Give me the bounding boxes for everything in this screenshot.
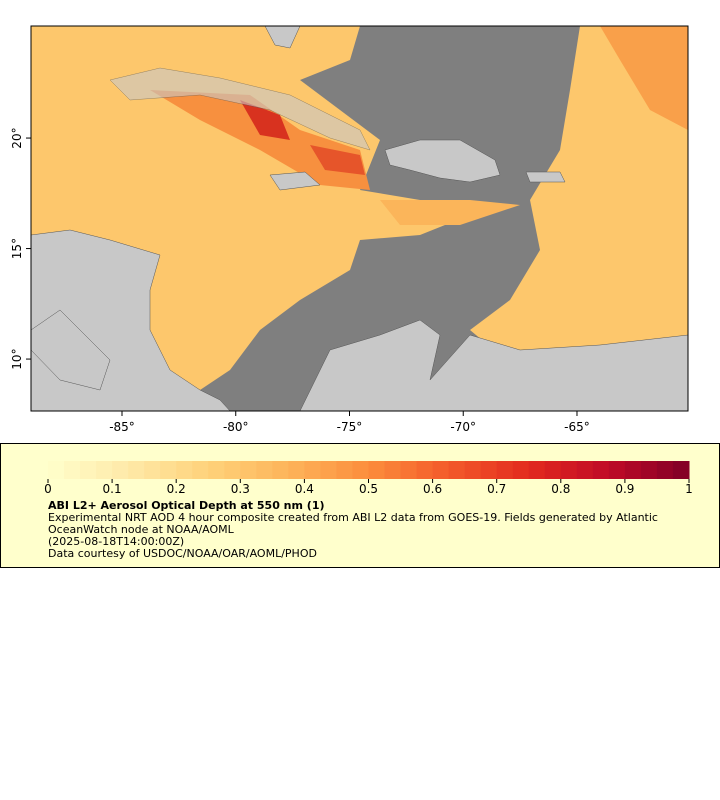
colorbar-step [192,461,209,479]
colorbar-step [352,461,369,479]
legend-text: ABI L2+ Aerosol Optical Depth at 550 nm … [48,500,688,560]
colorbar-step [128,461,145,479]
colorbar-tick-label: 0 [44,482,52,496]
colorbar: 0 0.1 0.2 0.3 0.4 0.5 0.6 0.7 0.8 0.9 1 [44,461,693,496]
colorbar-step [496,461,514,479]
colorbar-step [304,461,321,479]
colorbar-tick-label: 0.2 [167,482,186,496]
colorbar-tick-label: 0.6 [423,482,442,496]
colorbar-step [144,461,161,479]
colorbar-step [176,461,193,479]
colorbar-step [256,461,273,479]
y-tick-label: 15° [10,238,24,259]
colorbar-step [400,461,418,479]
land-jamaica [269,171,321,191]
colorbar-step [64,461,81,479]
legend-line: Data courtesy of USDOC/NOAA/OAR/AOML/PHO… [48,547,317,560]
colorbar-step [320,461,337,479]
colorbar-step [672,461,690,479]
colorbar-step [384,461,402,479]
colorbar-tick-label: 0.8 [551,482,570,496]
colorbar-step [80,461,97,479]
colorbar-step [560,461,578,479]
colorbar-step [368,461,386,479]
colorbar-tick-label: 0.9 [615,482,634,496]
colorbar-tick-label: 1 [685,482,693,496]
land-cuba [109,67,371,151]
y-tick-label: 10° [10,348,24,369]
colorbar-step [656,461,674,479]
colorbar-step [480,461,498,479]
colorbar-step [512,461,530,479]
colorbar-step [464,461,482,479]
legend-line: Experimental NRT AOD 4 hour composite cr… [48,511,658,536]
aerosol-haze [470,26,688,355]
colorbar-step [336,461,353,479]
colorbar-step [528,461,546,479]
aerosol-haze [600,26,688,130]
land-puerto-rico [525,171,566,183]
colorbar-step [448,461,466,479]
colorbar-step [288,461,305,479]
colorbar-step [112,461,129,479]
colorbar-step [96,461,113,479]
aerosol-haze [310,145,365,175]
colorbar-tick-label: 0.5 [359,482,378,496]
x-tick-label: -80° [223,420,249,434]
map-chart: -85° -80° -75° -70° -65° 10° 15° 20° [10,25,689,434]
land-hispaniola [384,139,501,183]
legend-line: (2025-08-18T14:00:00Z) [48,535,185,548]
colorbar-step [640,461,658,479]
colorbar-tick-label: 0.4 [295,482,314,496]
y-tick-label: 20° [10,127,24,148]
colorbar-tick-label: 0.3 [231,482,250,496]
aerosol-haze [380,200,520,225]
legend: 0 0.1 0.2 0.3 0.4 0.5 0.6 0.7 0.8 0.9 1 ABI L2+ Ae… [0,443,720,568]
colorbar-step [48,461,65,479]
map-frame [30,25,689,412]
colorbar-tick-label: 0.1 [103,482,122,496]
colorbar-step [592,461,610,479]
colorbar-step [576,461,594,479]
colorbar-step [544,461,562,479]
x-tick-label: -85° [109,420,135,434]
colorbar-step [160,461,177,479]
x-tick-label: -65° [564,420,590,434]
aerosol-haze [240,100,290,140]
aerosol-haze [150,90,370,190]
legend-title: ABI L2+ Aerosol Optical Depth at 550 nm … [48,499,325,512]
colorbar-step [224,461,241,479]
colorbar-tick-label: 0.7 [487,482,506,496]
x-tick-label: -70° [450,420,476,434]
colorbar-step [432,461,450,479]
colorbar-step [240,461,257,479]
colorbar-step [608,461,626,479]
colorbar-step [624,461,642,479]
colorbar-step [208,461,225,479]
x-tick-label: -75° [337,420,363,434]
colorbar-step [416,461,434,479]
land [30,25,689,412]
colorbar-step [272,461,289,479]
